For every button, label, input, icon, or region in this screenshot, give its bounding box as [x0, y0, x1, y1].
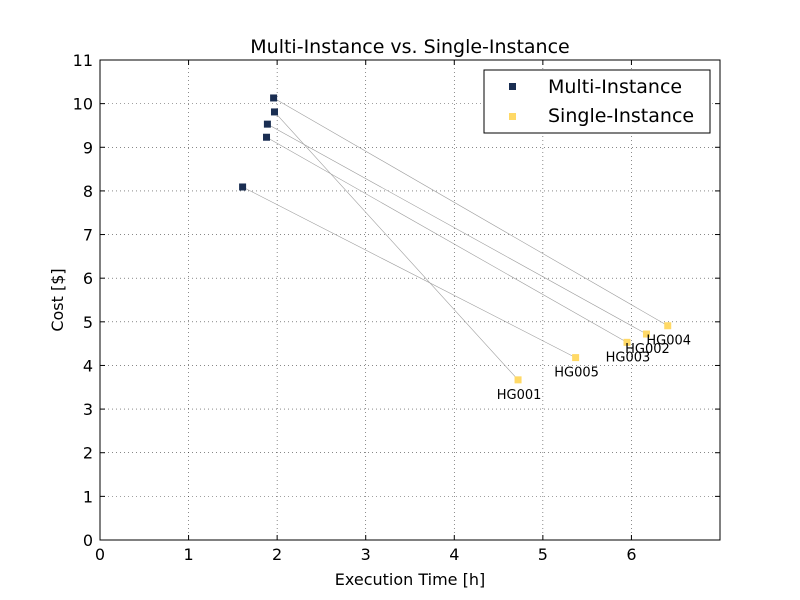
y-axis-label: Cost [$]	[48, 268, 67, 331]
plot-area	[100, 60, 720, 540]
single-instance-point	[642, 330, 650, 338]
x-tick-label: 6	[626, 545, 636, 564]
y-tick-label: 11	[73, 51, 93, 70]
connection-line	[274, 111, 519, 381]
multi-instance-point	[239, 183, 247, 191]
y-tick-label: 9	[83, 138, 93, 157]
y-tick-label: 7	[83, 226, 93, 245]
axis-ticks: 0 1 2 3 4 5 6 0 1 2 3 4 5 6 7 8 9 10 11	[73, 51, 720, 564]
multi-instance-point	[263, 120, 271, 128]
point-label: HG002	[625, 342, 670, 357]
point-label: HG004	[646, 334, 691, 349]
multi-instance-point	[263, 133, 271, 141]
y-tick-label: 2	[83, 444, 93, 463]
legend-marker-single-instance	[509, 113, 516, 120]
connection-line	[242, 186, 576, 358]
connection-line	[266, 136, 628, 343]
multi-instance-point	[270, 108, 278, 116]
connection-lines	[242, 97, 668, 381]
y-tick-label: 3	[83, 400, 93, 419]
legend-marker-multi-instance	[509, 83, 516, 90]
single-instance-point	[514, 376, 522, 384]
y-tick-label: 1	[83, 487, 93, 506]
connection-line	[273, 97, 668, 327]
x-axis-label: Execution Time [h]	[335, 570, 485, 589]
single-instance-point	[623, 338, 631, 346]
point-label: HG003	[606, 350, 651, 365]
legend-box	[483, 69, 711, 134]
multi-instance-point	[270, 94, 278, 102]
legend: Multi-Instance Single-Instance	[483, 69, 711, 134]
y-tick-label: 6	[83, 269, 93, 288]
legend-label-single-instance: Single-Instance	[548, 105, 694, 127]
connection-line	[267, 123, 647, 335]
legend-label-multi-instance: Multi-Instance	[548, 76, 682, 98]
point-label: HG001	[497, 388, 542, 403]
y-tick-label: 5	[83, 313, 93, 332]
x-tick-label: 0	[95, 545, 105, 564]
plot-frame	[99, 59, 721, 541]
x-tick-label: 5	[538, 545, 548, 564]
data-points	[239, 94, 672, 384]
single-instance-point	[664, 322, 672, 330]
x-tick-label: 1	[183, 545, 193, 564]
point-label: HG005	[554, 366, 599, 381]
y-tick-label: 0	[83, 531, 93, 550]
single-instance-point	[572, 354, 580, 362]
y-tick-label: 4	[83, 356, 93, 375]
y-tick-label: 8	[83, 182, 93, 201]
chart-title: Multi-Instance vs. Single-Instance	[250, 36, 569, 58]
x-tick-label: 2	[272, 545, 282, 564]
x-tick-label: 3	[361, 545, 371, 564]
x-tick-label: 4	[449, 545, 459, 564]
y-tick-label: 10	[73, 95, 93, 114]
